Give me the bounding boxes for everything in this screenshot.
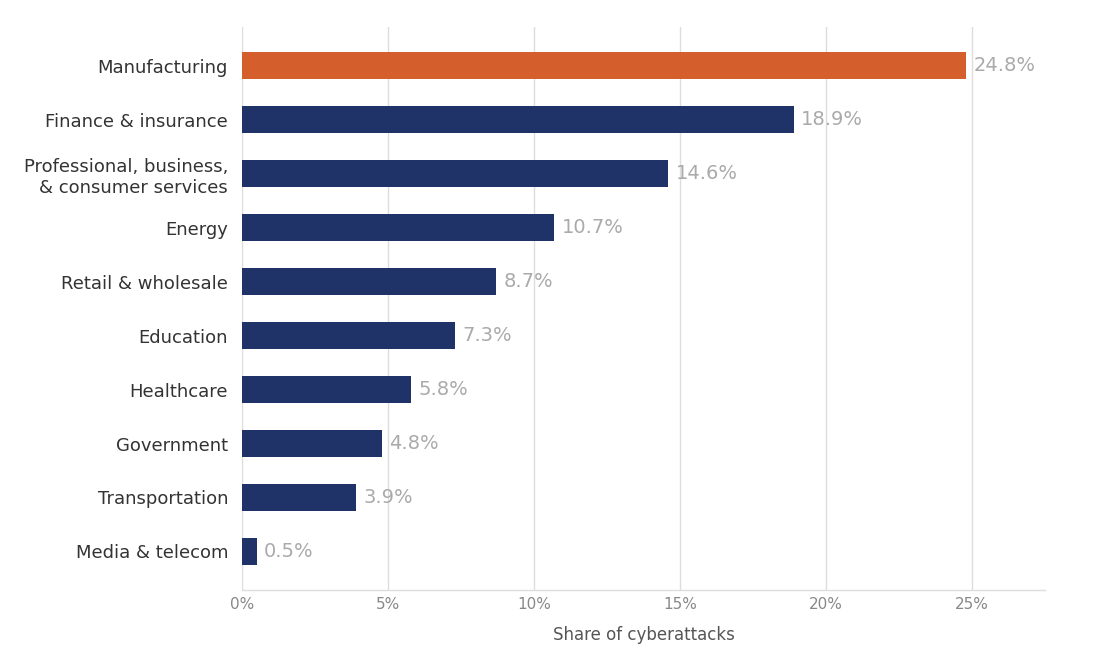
Text: 10.7%: 10.7% [562,218,624,238]
Bar [242,430,382,457]
Text: 4.8%: 4.8% [389,434,439,453]
X-axis label: Share of cyberattacks: Share of cyberattacks [552,626,735,644]
Bar [242,107,794,134]
Bar [242,214,554,242]
Text: 0.5%: 0.5% [264,542,314,561]
Bar [242,268,496,295]
Text: 18.9%: 18.9% [801,111,864,130]
Bar [242,538,256,565]
Bar [242,52,966,79]
Bar [242,484,356,511]
Text: 8.7%: 8.7% [504,272,553,291]
Text: 3.9%: 3.9% [363,488,412,507]
Text: 7.3%: 7.3% [462,326,513,345]
Bar [242,322,455,349]
Bar [242,376,411,403]
Text: 24.8%: 24.8% [974,56,1035,75]
Text: 5.8%: 5.8% [419,380,469,399]
Bar [242,160,669,187]
Text: 14.6%: 14.6% [675,164,738,183]
